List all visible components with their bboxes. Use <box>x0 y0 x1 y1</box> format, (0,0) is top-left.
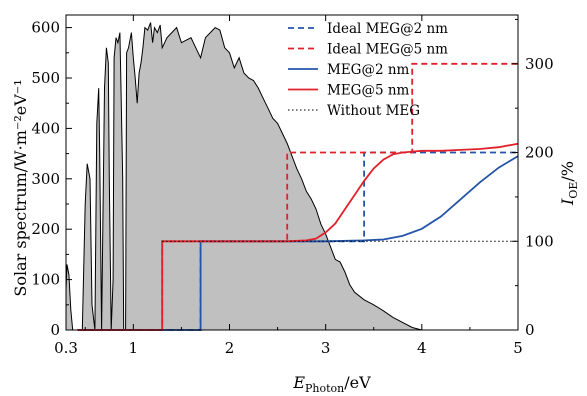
legend: Ideal MEG@2 nm Ideal MEG@5 nm MEG@2 nm MEG@… <box>288 21 448 119</box>
y-right-axis-label-main: I <box>558 198 577 206</box>
y-left-tick-label: 400 <box>31 119 60 137</box>
axes-frame <box>65 14 519 331</box>
x-axis-label-unit: /eV <box>344 373 371 392</box>
x-tick-label: 1 <box>129 339 139 357</box>
x-tick-label: 3 <box>321 339 331 357</box>
series-line-3 <box>77 142 519 331</box>
y-right-axis-label-unit: /% <box>558 161 577 182</box>
y-right-axis-label: IOE/% <box>558 161 580 206</box>
x-tick-label: 4 <box>417 339 427 357</box>
y-right-tick-label: 0 <box>525 321 535 339</box>
y-left-tick-label: 600 <box>31 19 60 37</box>
x-axis-label: EPhoton/eV <box>292 373 371 395</box>
y-right-tick-label: 300 <box>525 55 554 73</box>
x-axis-label-sub: Photon <box>305 382 344 395</box>
legend-label-2: MEG@2 nm <box>327 62 410 78</box>
y-left-tick-label: 500 <box>31 69 60 87</box>
y-right-tick-label: 200 <box>525 144 554 162</box>
y-left-tick-label: 200 <box>31 220 60 238</box>
legend-label-0: Ideal MEG@2 nm <box>327 21 448 37</box>
y-left-tick-label: 300 <box>31 170 60 188</box>
y-right-axis-label-sub: OE <box>567 182 580 199</box>
legend-label-4: Without MEG <box>327 103 420 119</box>
plot-frame <box>65 14 519 331</box>
solar-spectrum-area <box>65 22 518 331</box>
y-left-axis-label: Solar spectrum/W·m⁻²eV⁻¹ <box>11 79 30 296</box>
y-right-tick-label: 100 <box>525 232 554 250</box>
x-tick-label: 2 <box>225 339 235 357</box>
x-tick-label: 0.3 <box>54 339 78 357</box>
y-left-tick-label: 100 <box>31 271 60 289</box>
series-line-1 <box>77 62 518 331</box>
legend-label-3: MEG@5 nm <box>327 83 410 99</box>
x-tick-label: 5 <box>513 339 523 357</box>
x-axis-label-main: E <box>292 373 305 392</box>
y-left-tick-label: 0 <box>50 321 60 339</box>
legend-label-1: Ideal MEG@5 nm <box>327 42 448 58</box>
